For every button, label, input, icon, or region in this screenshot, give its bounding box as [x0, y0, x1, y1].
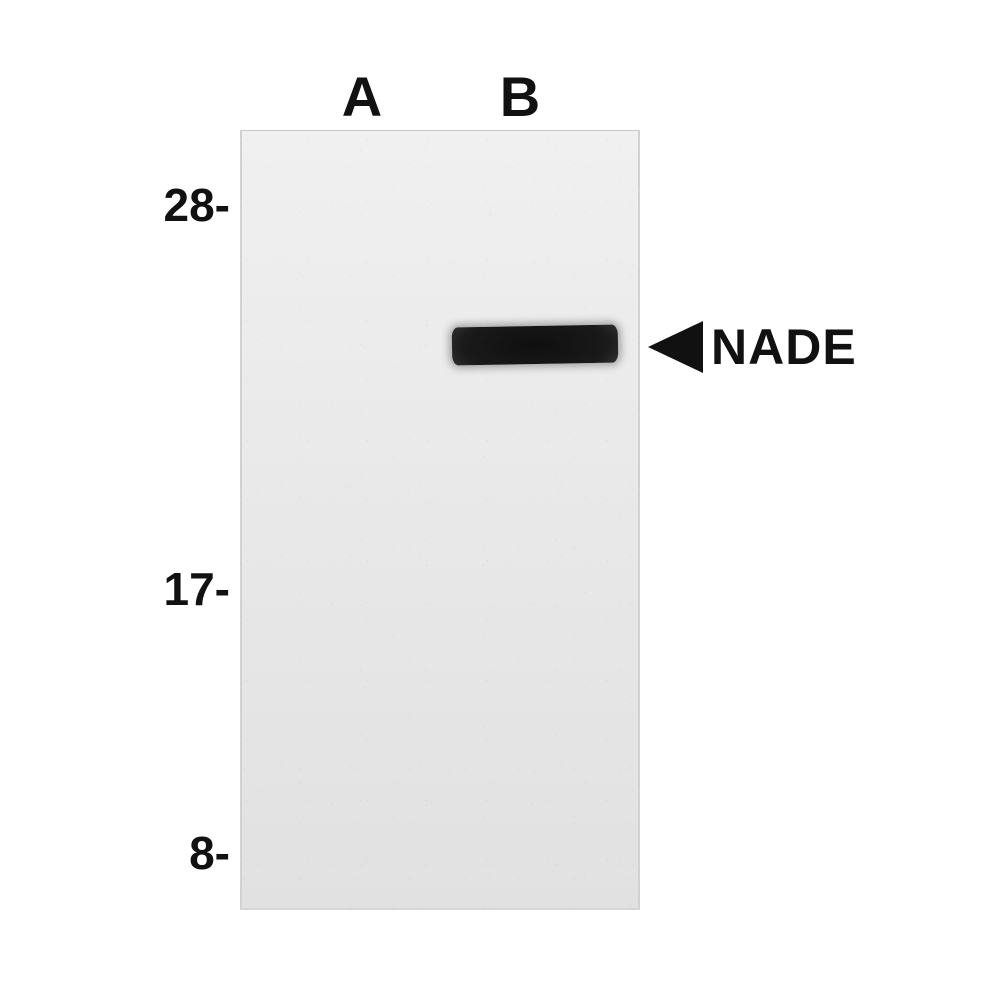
mw-marker-dash: -	[215, 827, 230, 879]
mw-marker-value: 17	[164, 563, 215, 615]
western-blot-figure: A B 28- 17- 8- NADE	[0, 0, 1000, 1000]
mw-marker-dash: -	[215, 179, 230, 231]
film-grain	[240, 130, 640, 910]
mw-marker-value: 8	[189, 827, 215, 879]
lane-label-a: A	[332, 64, 392, 129]
blot-membrane	[240, 130, 640, 910]
arrow-left-icon	[648, 321, 703, 373]
mw-marker-dash: -	[215, 563, 230, 615]
mw-marker-value: 28	[164, 179, 215, 231]
film-edge-left	[240, 130, 242, 910]
film-edge-right	[638, 130, 640, 910]
film-edge-bottom	[240, 908, 640, 910]
mw-marker-28: 28-	[80, 178, 230, 232]
annotation-text: NADE	[711, 318, 857, 376]
annotation-nade: NADE	[648, 318, 857, 376]
mw-marker-8: 8-	[80, 826, 230, 880]
lane-label-b: B	[490, 64, 550, 129]
mw-marker-17: 17-	[80, 562, 230, 616]
band-nade-lane-b	[452, 325, 619, 366]
